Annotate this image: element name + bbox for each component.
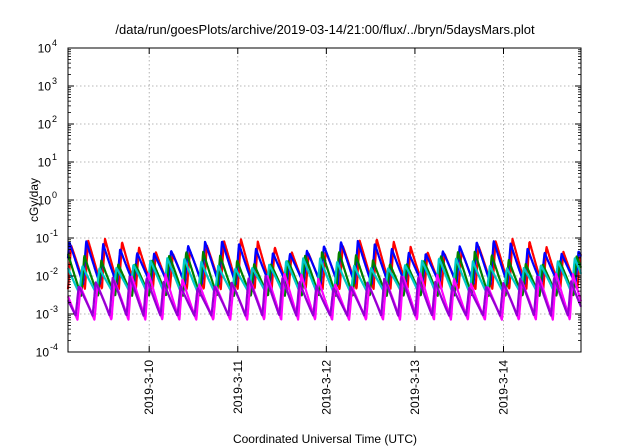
y-tick-label-base: 10 (38, 80, 52, 94)
x-tick-label: 2019-3-10 (142, 360, 156, 415)
x-tick-label: 2019-3-14 (496, 360, 510, 415)
series-line (66, 237, 583, 291)
y-tick-label-base: 10 (36, 232, 50, 246)
y-tick-label-base: 10 (38, 194, 52, 208)
series-line (66, 239, 582, 286)
series-line (66, 257, 583, 295)
y-tick-label-base: 10 (38, 156, 52, 170)
chart-title: /data/run/goesPlots/archive/2019-03-14/2… (115, 22, 535, 37)
y-tick-label-exponent: 1 (52, 152, 57, 162)
x-tick-label: 2019-3-11 (231, 360, 245, 414)
y-tick-label-exponent: -4 (50, 342, 58, 352)
y-tick-label-base: 10 (36, 346, 50, 360)
y-tick-label-exponent: 4 (52, 38, 57, 48)
y-tick-label-base: 10 (36, 308, 50, 322)
y-tick-label-exponent: 2 (52, 114, 57, 124)
series-line (66, 250, 583, 297)
series-line (67, 275, 583, 317)
y-tick-label-base: 10 (36, 270, 50, 284)
grid (68, 48, 581, 352)
y-tick-label-exponent: -2 (50, 266, 58, 276)
y-tick-label-exponent: 0 (52, 190, 57, 200)
y-tick-label-exponent: -3 (50, 304, 58, 314)
x-axis-ticks: 2019-3-10 2019-3-11 2019-3-12 2019-3-13 2019… (142, 48, 510, 415)
x-tick-label: 2019-3-13 (408, 360, 422, 415)
series-layer (66, 237, 583, 321)
y-tick-label-exponent: 3 (52, 76, 57, 86)
x-tick-label: 2019-3-12 (319, 360, 333, 415)
y-tick-label-exponent: -1 (50, 228, 58, 238)
y-tick-label-base: 10 (38, 118, 52, 132)
x-axis-label: Coordinated Universal Time (UTC) (233, 432, 417, 446)
y-axis-label: cGy/day (27, 178, 41, 222)
y-tick-label-base: 10 (38, 42, 52, 56)
